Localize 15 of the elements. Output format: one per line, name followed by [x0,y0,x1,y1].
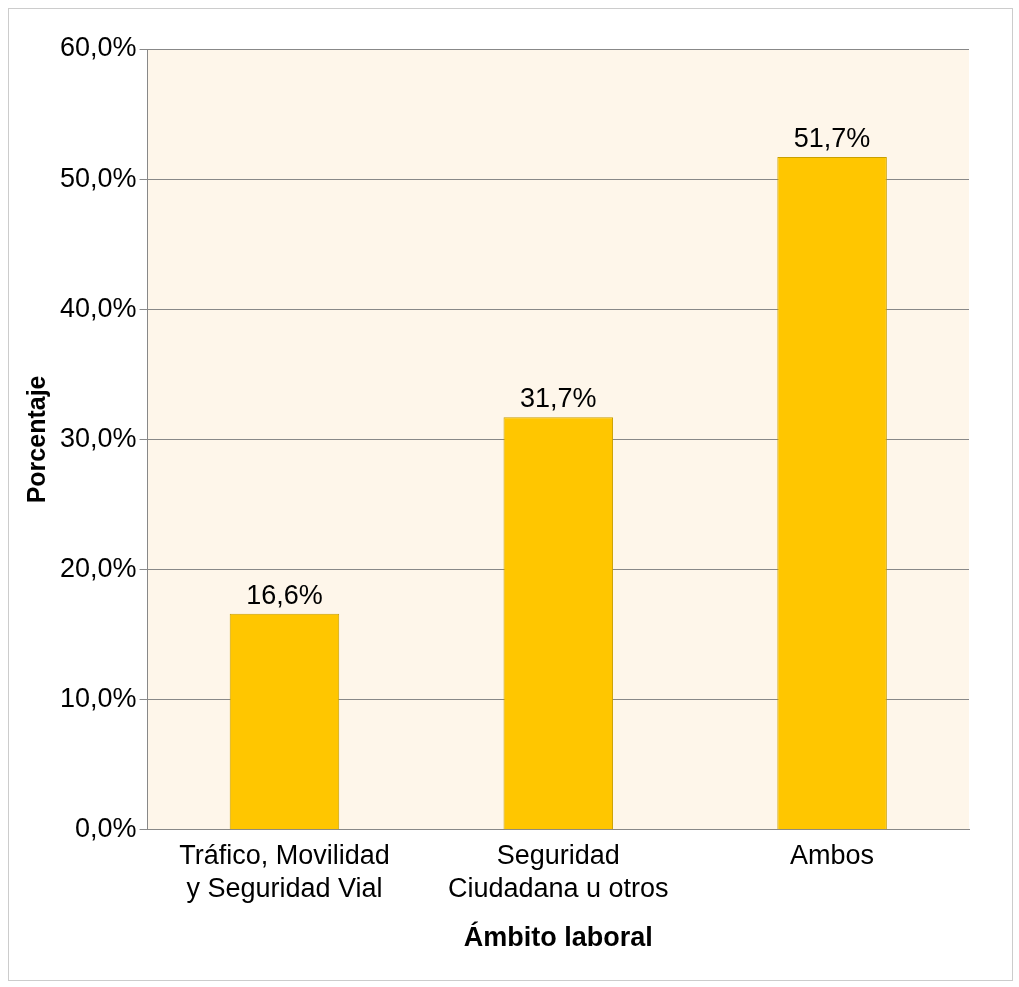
y-tick-label: 40,0% [59,292,137,323]
x-tick-label: Ambos [790,840,875,871]
y-tick-label: 60,0% [59,32,137,63]
data-label: 31,7% [520,383,597,414]
y-tick-label: 20,0% [59,552,137,583]
x-tick-label: Seguridad Ciudadana u otros [447,840,669,903]
y-axis-title: Porcentaje [21,375,50,504]
y-tick-label: 30,0% [59,422,137,453]
y-tick-label: 10,0% [59,683,137,714]
x-tick-label: Tráfico, Movilidad y Seguridad Vial [179,840,390,903]
x-axis-title: Ámbito laboral [463,921,653,953]
y-tick-label: 50,0% [59,162,137,193]
data-label: 51,7% [793,122,871,153]
y-tick-label: 0,0% [75,813,137,844]
data-label: 16,6% [246,579,323,610]
